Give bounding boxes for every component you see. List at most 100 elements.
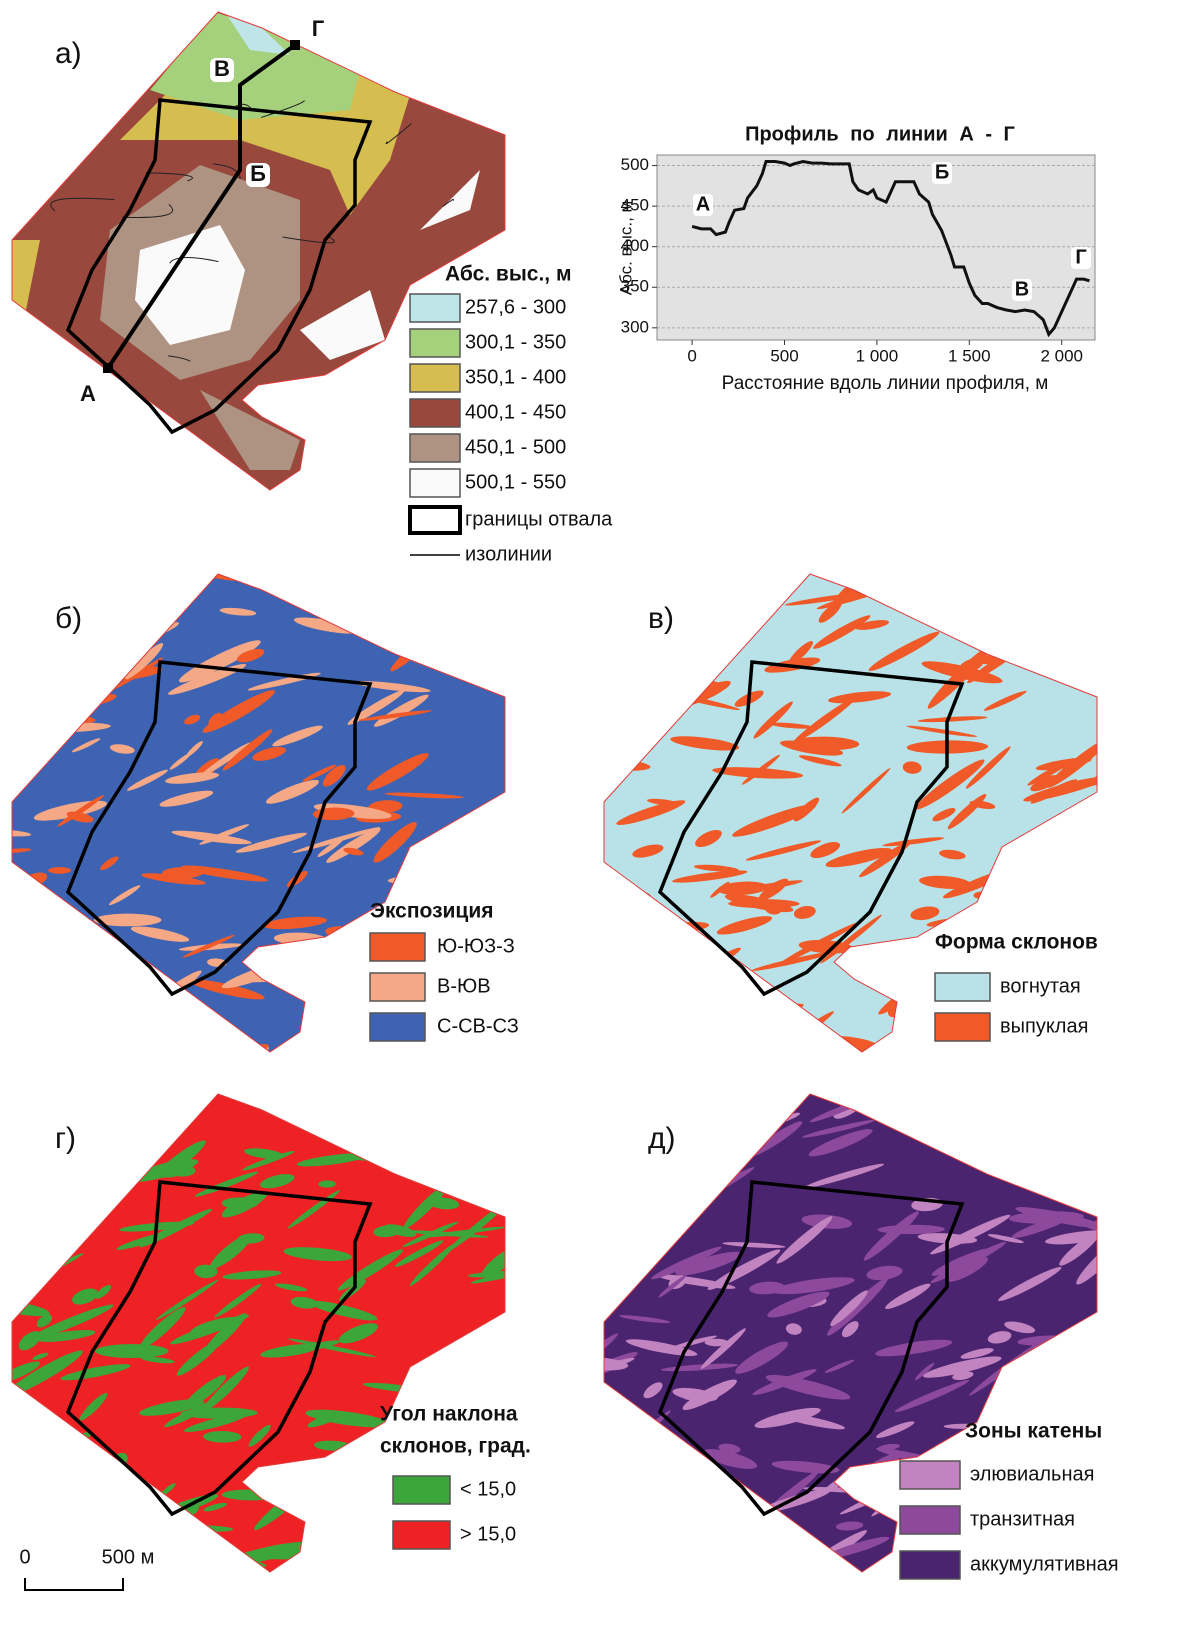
map-patch: [95, 1344, 168, 1358]
map-patch: [352, 599, 375, 613]
map-patch: [575, 649, 619, 691]
annotation: Б: [935, 161, 949, 183]
legend-label: С-СВ-СЗ: [437, 1015, 519, 1037]
profile-end: [290, 40, 300, 50]
map-patch: [383, 1129, 462, 1165]
map-patch: [0, 1011, 45, 1025]
map-patch: [406, 1084, 438, 1102]
map-patch: [1063, 1152, 1094, 1157]
map-patch: [726, 1538, 757, 1563]
map-patch: [95, 1127, 114, 1143]
map-patch: [146, 1103, 186, 1108]
map-patch: [749, 1541, 807, 1558]
map-patch: [65, 1089, 156, 1097]
map-patch: [14, 590, 55, 612]
legend-title: склонов, град.: [380, 1435, 531, 1458]
map-patch: [633, 1091, 699, 1114]
map-patch: [1018, 625, 1044, 642]
map-patch: [344, 1122, 378, 1145]
map-patch: [809, 564, 831, 575]
map-patch: [101, 1137, 147, 1147]
legend-swatch: [370, 973, 425, 1001]
map-patch: [409, 1045, 457, 1060]
legend-label: 500,1 - 550: [465, 471, 566, 493]
map-patch: [295, 562, 357, 577]
map-patch: [440, 641, 491, 666]
map-patch: [494, 813, 541, 852]
map-patch: [636, 1547, 671, 1581]
map-patch: [647, 988, 676, 1004]
map-patch: [10, 667, 86, 692]
map-patch: [587, 970, 634, 1017]
map-patch: [284, 948, 307, 957]
map-patch: [1082, 1189, 1121, 1197]
map-patch: [571, 618, 632, 634]
map-patch: [706, 574, 761, 594]
map-patch: [0, 933, 51, 960]
y-tick-label: 400: [621, 236, 649, 255]
map-patch: [458, 828, 518, 864]
map-patch: [69, 1166, 89, 1170]
map-patch: [446, 1128, 506, 1135]
map-patch: [590, 1211, 661, 1233]
map-patch: [1053, 1129, 1070, 1142]
isoline: [17, 421, 48, 428]
map-patch: [603, 988, 678, 1027]
map-patch: [324, 963, 381, 973]
legend-label: В-ЮВ: [437, 975, 491, 997]
y-tick-label: 350: [621, 277, 649, 296]
map-patch: [43, 1492, 135, 1519]
map-patch: [68, 572, 120, 591]
map-patch: [162, 1527, 215, 1552]
panel-label: б): [55, 602, 82, 635]
map-patch: [876, 974, 942, 991]
map-patch: [722, 1521, 744, 1536]
map-patch: [35, 577, 69, 591]
map-patch: [418, 1090, 466, 1106]
map-patch: [270, 944, 342, 958]
map-patch: [573, 749, 613, 770]
map-patch: [628, 702, 651, 714]
map-patch: [444, 1553, 465, 1568]
map-patch: [683, 991, 771, 1015]
map-patch: [727, 590, 759, 614]
map-patch: [680, 575, 752, 598]
map-patch: [558, 1533, 637, 1557]
map-patch: [904, 563, 941, 577]
panel-label: д): [648, 1122, 676, 1155]
map-patch: [74, 1513, 105, 1527]
map-patch: [702, 563, 772, 574]
map-patch: [611, 1484, 642, 1507]
legend-label: аккумулятивная: [970, 1553, 1119, 1575]
map-patch: [621, 918, 669, 929]
map-patch: [435, 836, 473, 851]
map-patch: [844, 546, 927, 582]
map-patch: [48, 867, 71, 874]
legend-label: транзитная: [970, 1508, 1075, 1530]
map-patch: [582, 1402, 602, 1421]
map-patch: [706, 584, 752, 625]
legend-swatch: [935, 1013, 990, 1041]
map-patch: [448, 1053, 519, 1068]
map-patch: [402, 1107, 437, 1132]
annotation: А: [696, 193, 710, 215]
map-patch: [313, 990, 346, 1006]
map-patch: [250, 1548, 311, 1560]
map-patch: [143, 1045, 230, 1052]
map-patch: [808, 1079, 854, 1093]
map-patch: [927, 958, 946, 963]
map-patch: [486, 1042, 509, 1058]
map-patch: [728, 1003, 762, 1022]
x-axis-label: Расстояние вдоль линии профиля, м: [722, 373, 1049, 394]
map-patch: [47, 1084, 111, 1125]
map-patch: [262, 1087, 336, 1103]
legend-swatch: [900, 1551, 960, 1579]
map-patch: [614, 1037, 691, 1061]
map-patch: [317, 1458, 350, 1470]
map-patch: [15, 1126, 51, 1146]
legend-label: < 15,0: [460, 1478, 516, 1500]
map-patch: [1006, 859, 1040, 890]
map-patch: [459, 1343, 527, 1406]
map-patch: [419, 1373, 477, 1389]
map-patch: [0, 575, 53, 589]
